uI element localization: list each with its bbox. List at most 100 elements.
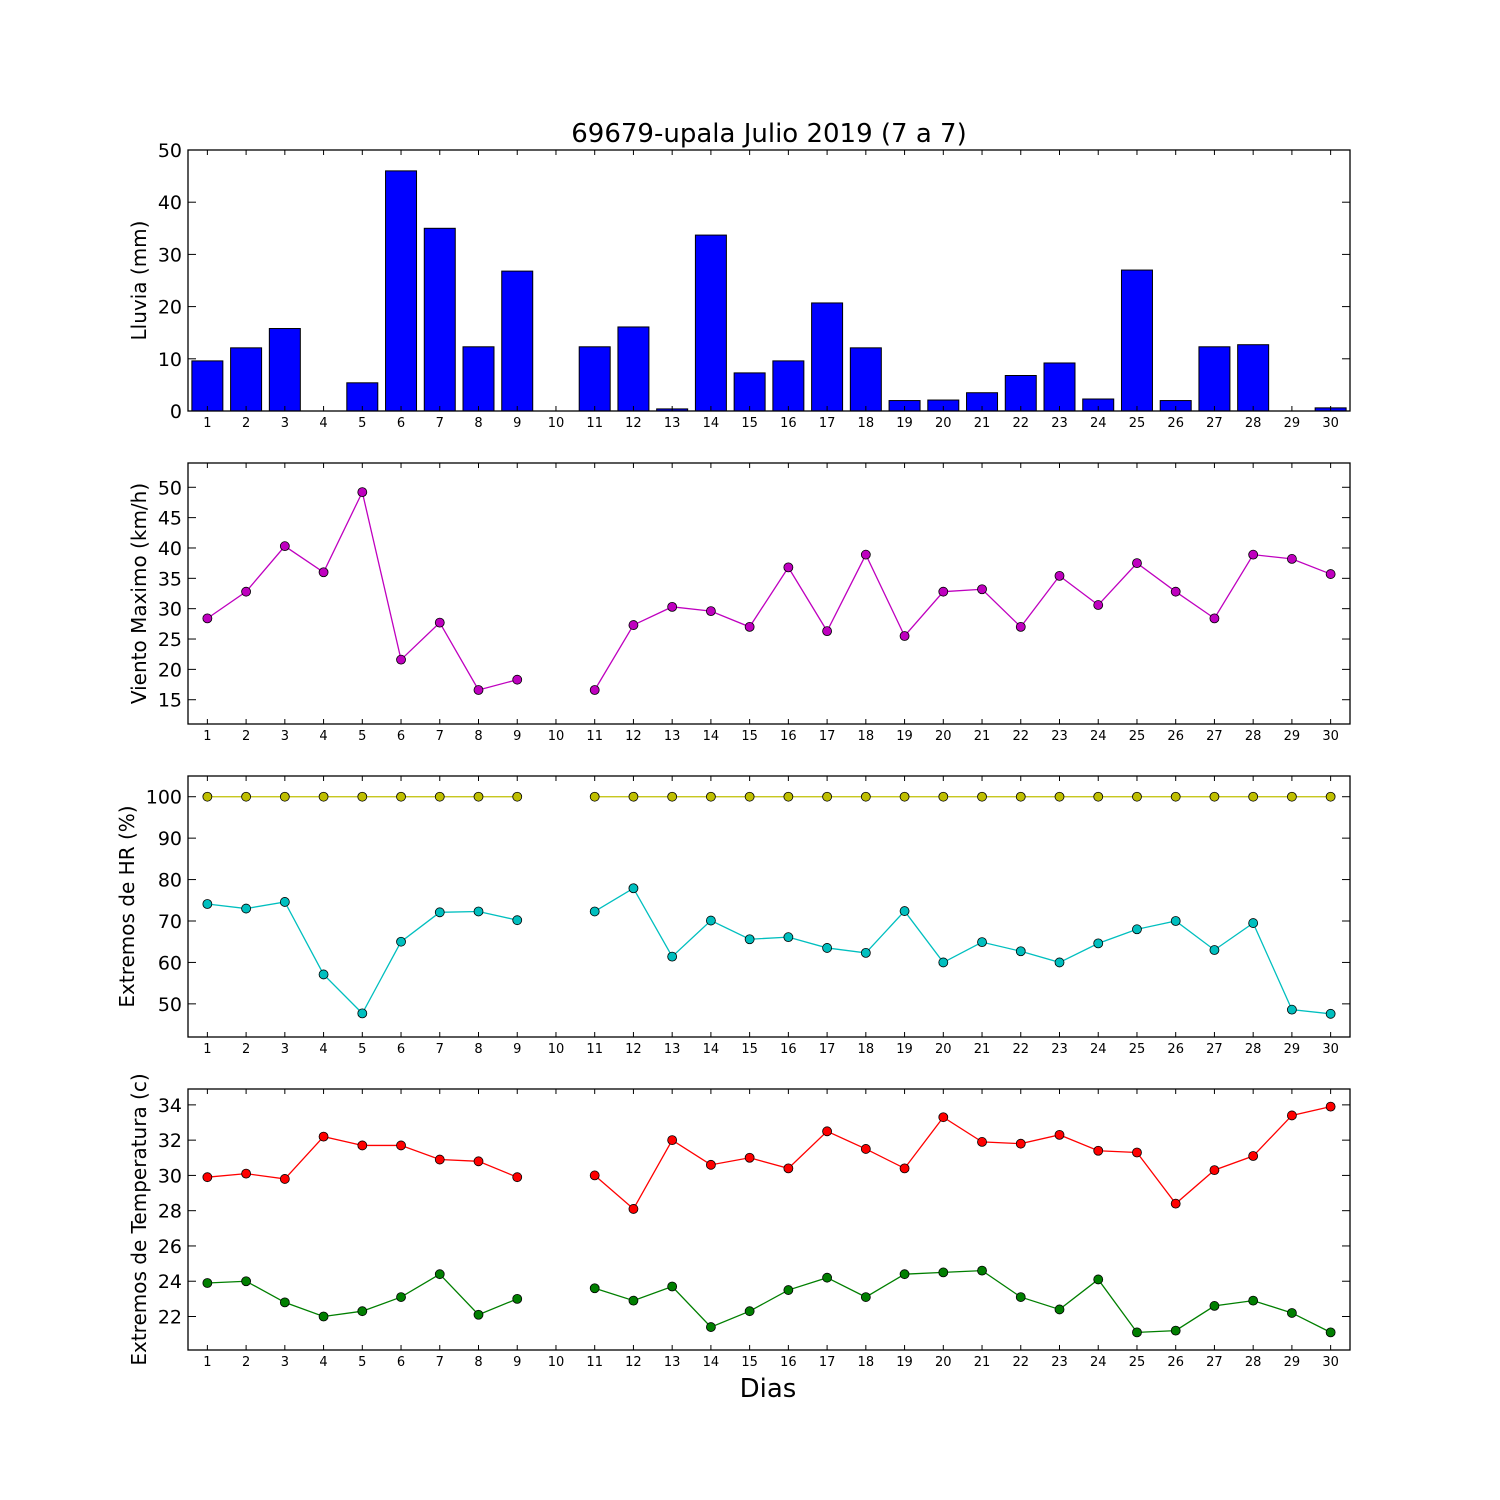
viento-series-1-line	[206, 490, 518, 691]
viento-ytick-label: 40	[158, 538, 182, 560]
temperatura-xtick-label: 8	[474, 1355, 482, 1370]
temperatura-xtick-label: 17	[819, 1355, 836, 1370]
lluvia-bar-day-1	[191, 360, 224, 412]
lluvia-bar-day-9	[501, 270, 534, 412]
temperatura-series-1-point-day-19	[899, 1163, 910, 1174]
lluvia-ytick-label: 10	[158, 349, 182, 371]
hr-series-2-line	[594, 887, 1331, 1015]
temperatura-series-1-point-day-7	[434, 1154, 445, 1165]
viento-xtick-label: 28	[1245, 729, 1262, 744]
viento-axes-frame	[187, 462, 1351, 725]
lluvia-xtick-label: 5	[358, 416, 366, 431]
viento-xtick-label: 23	[1051, 729, 1068, 744]
lluvia-bar-day-6	[385, 170, 418, 412]
lluvia-axis-ticks: 1 2 3 4 5 6 7 8 9 10 11 12 13 14 15 16 17 18 19 20 21 22 23 24 2…	[158, 140, 1350, 431]
viento-xtick-label: 15	[741, 729, 758, 744]
temperatura-series-2-point-day-19	[899, 1269, 910, 1280]
hr-series-1-point-day-1	[202, 791, 213, 802]
temperatura-xtick-label: 23	[1051, 1355, 1068, 1370]
temperatura-series-1-point-day-9	[512, 1172, 523, 1183]
hr-series-2-point-day-11	[589, 906, 600, 917]
temperatura-series-2-point-day-28	[1248, 1295, 1259, 1306]
temperatura-xtick-label: 1	[203, 1355, 211, 1370]
hr-series-1-point-day-17	[822, 791, 832, 802]
hr-series-1-point-day-25	[1132, 791, 1142, 802]
lluvia-bar-day-15	[733, 372, 766, 412]
temperatura-series-1-point-day-5	[357, 1140, 368, 1151]
lluvia-ytick-label: 30	[158, 244, 182, 266]
temperatura-series-2-point-day-15	[744, 1306, 755, 1317]
viento-series-1-point-day-6	[396, 654, 406, 665]
hr-xtick-label: 12	[625, 1042, 642, 1057]
viento-ytick-label: 50	[158, 477, 182, 499]
panel-hr: 1 2 3 4 5 6 7 8 9 10 11 12 13 14 15 16 17 18 19 20 21 22 23 24 2…	[115, 775, 1351, 1057]
lluvia-xtick-label: 4	[319, 416, 327, 431]
hr-xtick-label: 10	[548, 1042, 565, 1057]
hr-xtick-label: 16	[780, 1042, 797, 1057]
temperatura-series-1-point-day-14	[706, 1159, 716, 1170]
temperatura-xtick-label: 11	[586, 1355, 603, 1370]
temperatura-series-2-point-day-1	[202, 1278, 213, 1288]
lluvia-bar-day-23	[1043, 362, 1076, 412]
hr-series-1-point-day-19	[899, 791, 910, 802]
temperatura-series-2-point-day-2	[241, 1276, 252, 1287]
hr-series-1-point-day-27	[1209, 791, 1220, 802]
hr-xtick-label: 20	[935, 1042, 952, 1057]
temperatura-series-2-point-day-27	[1209, 1301, 1220, 1311]
temperatura-series-2-point-day-4	[318, 1311, 329, 1322]
hr-series-1-point-day-2	[241, 791, 252, 802]
hr-series-1-point-day-28	[1248, 791, 1259, 802]
temperatura-xtick-label: 13	[664, 1355, 681, 1370]
lluvia-bar-day-7	[423, 227, 456, 412]
temperatura-xtick-label: 12	[625, 1355, 642, 1370]
viento-xtick-label: 2	[242, 729, 250, 744]
temperatura-lines	[202, 1101, 1336, 1338]
temperatura-series-2-point-day-22	[1015, 1292, 1026, 1302]
hr-xtick-label: 11	[586, 1042, 603, 1057]
lluvia-xtick-label: 1	[203, 416, 211, 431]
temperatura-xtick-label: 16	[780, 1355, 797, 1370]
temperatura-series-2-point-day-29	[1287, 1308, 1297, 1318]
temperatura-xtick-label: 15	[741, 1355, 758, 1370]
hr-axes-frame	[187, 775, 1351, 1038]
hr-series-1-point-day-3	[279, 791, 290, 802]
lluvia-xtick-label: 15	[741, 416, 758, 431]
lluvia-xtick-label: 28	[1245, 416, 1262, 431]
viento-xtick-label: 24	[1090, 729, 1107, 744]
temperatura-xtick-label: 9	[513, 1355, 521, 1370]
viento-series-1-point-day-18	[860, 549, 871, 560]
temperatura-xtick-label: 20	[935, 1355, 952, 1370]
temperatura-axes-frame	[187, 1088, 1351, 1351]
hr-xtick-label: 28	[1245, 1042, 1262, 1057]
temperatura-xtick-label: 19	[896, 1355, 913, 1370]
lluvia-xtick-label: 3	[281, 416, 289, 431]
viento-xtick-label: 29	[1284, 729, 1301, 744]
hr-series-2-point-day-16	[783, 932, 794, 943]
lluvia-xtick-label: 17	[819, 416, 836, 431]
viento-series-1-point-day-24	[1093, 600, 1104, 610]
hr-xtick-label: 2	[242, 1042, 250, 1057]
lluvia-bar-day-22	[1004, 375, 1037, 412]
hr-series-2-point-day-29	[1287, 1004, 1297, 1015]
temperatura-series-1-line	[594, 1106, 1331, 1210]
temperatura-series-1-point-day-26	[1170, 1198, 1181, 1209]
lluvia-xtick-label: 30	[1322, 416, 1339, 431]
lluvia-xtick-label: 23	[1051, 416, 1068, 431]
temperatura-series-2-point-day-14	[706, 1322, 716, 1332]
viento-ytick-label: 25	[158, 629, 182, 651]
viento-series-1-point-day-11	[589, 685, 600, 695]
viento-xtick-label: 17	[819, 729, 836, 744]
temperatura-ytick-label: 24	[158, 1271, 182, 1293]
hr-series-1-point-day-24	[1093, 791, 1104, 802]
temperatura-xtick-label: 26	[1167, 1355, 1184, 1370]
viento-series-1-point-day-21	[977, 584, 987, 595]
temperatura-series-1-point-day-13	[667, 1135, 678, 1146]
lluvia-bar-day-18	[849, 347, 882, 412]
hr-series-1-point-day-8	[473, 791, 484, 802]
hr-series-1-point-day-12	[628, 791, 639, 802]
lluvia-bar-day-17	[811, 302, 844, 412]
temperatura-series-2-point-day-9	[512, 1293, 523, 1304]
temperatura-series-2-point-day-30	[1325, 1327, 1336, 1338]
hr-xtick-label: 15	[741, 1042, 758, 1057]
viento-ytick-label: 20	[158, 659, 182, 681]
